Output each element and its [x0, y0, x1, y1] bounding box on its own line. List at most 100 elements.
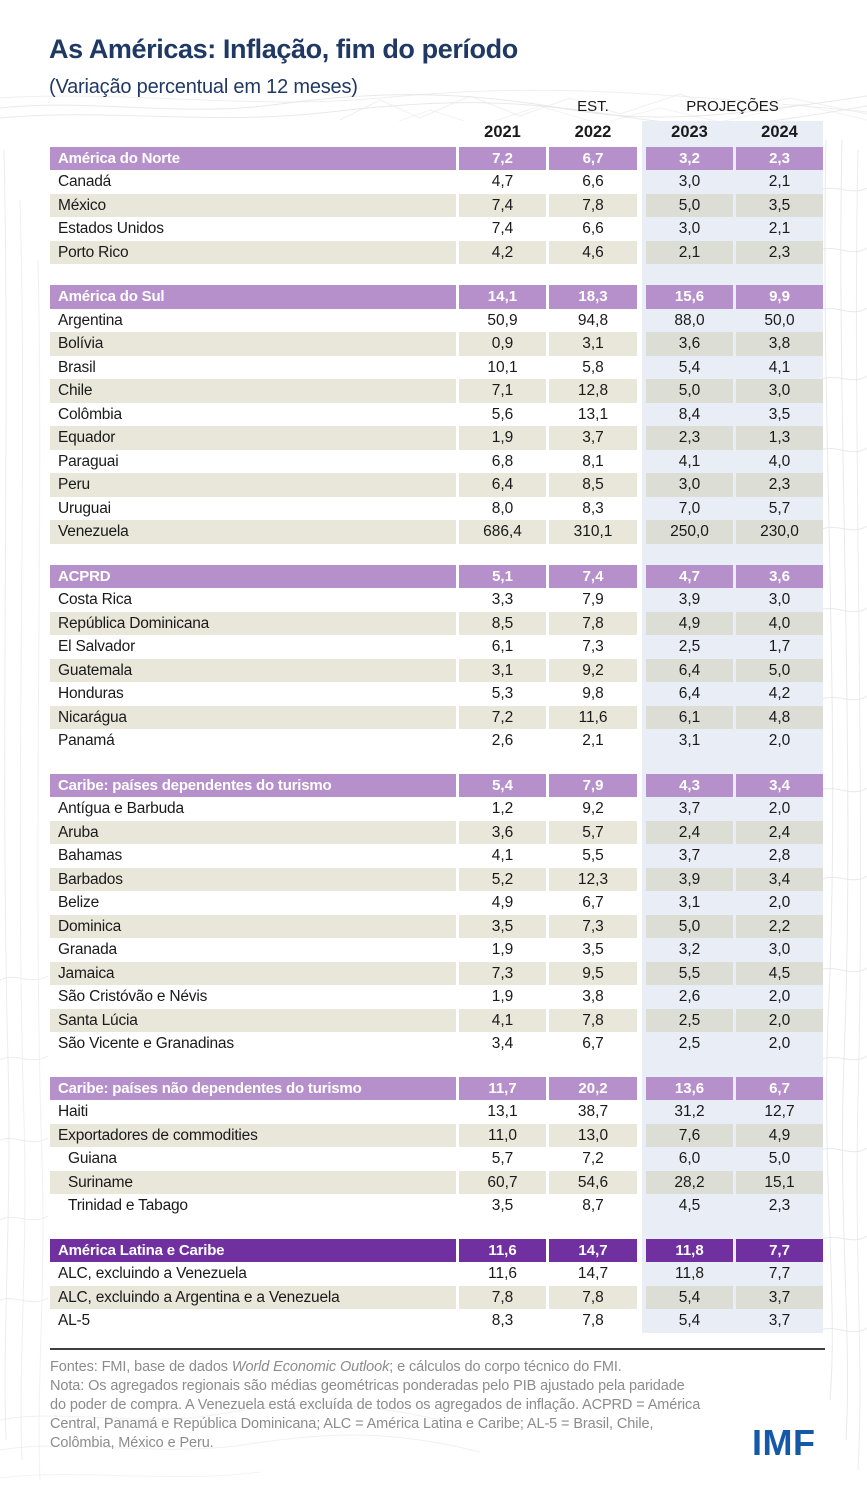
value-cell: 6,7: [549, 146, 637, 170]
value-cell: 3,5: [582, 941, 604, 958]
table-row: Estados Unidos 7,4 6,6 3,0 2,1: [50, 217, 823, 241]
value-cell: 2,5: [646, 1008, 733, 1032]
value-cell: 686,4: [459, 520, 546, 544]
table-section: Caribe: países dependentes do turismo 5,4…: [50, 773, 823, 1056]
value-cell: 3,0: [768, 591, 791, 608]
value-cell: 2,0: [736, 1008, 823, 1032]
value-cell: 7,2: [582, 1150, 604, 1167]
value-cell: 6,6: [582, 220, 604, 237]
row-label: São Cristóvão e Névis: [58, 988, 208, 1005]
value-cell: 6,1: [491, 638, 514, 655]
value-cell: 7,3: [582, 638, 604, 655]
value-cell: 5,4: [459, 773, 546, 797]
year-2022: 2022: [574, 123, 612, 141]
table-row: Costa Rica 3,3 7,9 3,9 3,0: [50, 588, 823, 612]
value-cell: 5,1: [459, 564, 546, 588]
value-cell: 7,0: [678, 499, 701, 517]
value-cell: 7,1: [459, 379, 546, 403]
value-cell: 4,8: [736, 705, 823, 729]
value-cell: 2,4: [646, 820, 733, 844]
sources-suffix: ; e cálculos do corpo técnico do FMI.: [389, 1359, 622, 1375]
row-label: Barbados: [50, 867, 456, 891]
value-cell: 5,5: [582, 847, 604, 864]
value-cell: 5,5: [646, 961, 733, 985]
value-cell: 4,2: [768, 685, 791, 702]
row-label: Bahamas: [58, 847, 123, 864]
value-cell: 3,7: [678, 800, 701, 817]
row-label: Haiti: [58, 1103, 89, 1120]
row-label: América Latina e Caribe: [50, 1238, 456, 1262]
row-label: Colômbia: [58, 405, 122, 423]
value-cell: 9,2: [549, 658, 637, 682]
value-cell: 2,0: [768, 732, 791, 749]
value-cell: 3,6: [646, 332, 733, 356]
value-cell: 14,1: [459, 285, 546, 309]
value-cell: 2,5: [678, 638, 701, 655]
value-cell: 2,3: [736, 146, 823, 170]
section-header-row: América do Norte 7,2 6,7 3,2 2,3: [50, 146, 823, 170]
row-label: México: [50, 193, 456, 217]
value-cell: 2,2: [736, 914, 823, 938]
value-cell: 3,2: [678, 941, 701, 958]
value-cell: 8,0: [491, 499, 514, 517]
value-cell: 7,8: [549, 1008, 637, 1032]
value-cell: 5,0: [736, 658, 823, 682]
row-label: El Salvador: [58, 638, 136, 655]
value-cell: 5,7: [768, 499, 791, 517]
row-label: Jamaica: [50, 961, 456, 985]
value-cell: 15,1: [736, 1170, 823, 1194]
table-row: República Dominicana 8,5 7,8 4,9 4,0: [50, 611, 823, 635]
table-row: Chile 7,1 12,8 5,0 3,0: [50, 379, 823, 403]
value-cell: 8,1: [582, 452, 604, 470]
value-cell: 4,7: [491, 173, 514, 190]
value-cell: 2,6: [678, 988, 701, 1005]
row-label: ALC, excluindo a Venezuela: [58, 1265, 247, 1282]
value-cell: 1,3: [736, 426, 823, 450]
row-label: Argentina: [58, 311, 123, 329]
value-cell: 5,4: [678, 1312, 701, 1329]
value-cell: 5,0: [768, 1150, 791, 1167]
value-cell: 4,3: [646, 773, 733, 797]
value-cell: 7,8: [582, 1312, 604, 1329]
row-label: Aruba: [50, 820, 456, 844]
table-section: ACPRD 5,1 7,4 4,7 3,6 Costa Rica 3,3 7,9 3,9 3,0 R…: [50, 564, 823, 753]
value-cell: 7,2: [459, 705, 546, 729]
value-cell: 2,6: [491, 732, 514, 749]
value-cell: 50,9: [487, 311, 518, 329]
value-cell: 3,7: [768, 1312, 791, 1329]
table-row: Guiana 5,7 7,2 6,0 5,0: [50, 1147, 823, 1171]
value-cell: 3,5: [459, 914, 546, 938]
row-label: São Vicente e Granadinas: [58, 1035, 234, 1052]
table-section: América Latina e Caribe 11,6 14,7 11,8 7,7 AL…: [50, 1238, 823, 1333]
table-section: Caribe: países não dependentes do turism…: [50, 1076, 823, 1218]
value-cell: 5,3: [491, 685, 514, 702]
value-cell: 10,1: [487, 358, 518, 376]
row-label: Suriname: [50, 1170, 456, 1194]
row-label: ALC, excluindo a Argentina e a Venezuela: [50, 1285, 456, 1309]
year-row-spacer: [50, 121, 456, 145]
page-subtitle: (Variação percentual em 12 meses): [49, 76, 358, 98]
value-cell: 3,8: [736, 332, 823, 356]
table-row: São Vicente e Granadinas 3,4 6,7 2,5 2,0: [50, 1032, 823, 1056]
table-row: Uruguai 8,0 8,3 7,0 5,7: [50, 497, 823, 521]
value-cell: 6,1: [646, 705, 733, 729]
value-cell: 7,3: [549, 914, 637, 938]
value-cell: 6,0: [678, 1150, 701, 1167]
estimate-group-label: EST.: [577, 98, 609, 115]
value-cell: 7,4: [459, 193, 546, 217]
table-row: Barbados 5,2 12,3 3,9 3,4: [50, 867, 823, 891]
row-label: ACPRD: [50, 564, 456, 588]
value-cell: 2,8: [768, 847, 791, 864]
value-cell: 3,4: [736, 773, 823, 797]
row-label: Guiana: [68, 1150, 117, 1167]
value-cell: 250,0: [646, 520, 733, 544]
value-cell: 13,0: [549, 1123, 637, 1147]
value-cell: 15,6: [646, 285, 733, 309]
value-cell: 7,8: [549, 611, 637, 635]
value-cell: 3,1: [459, 658, 546, 682]
row-label: Uruguai: [58, 499, 111, 517]
value-cell: 28,2: [646, 1170, 733, 1194]
row-label: Porto Rico: [50, 240, 456, 264]
projections-group-label: PROJEÇÕES: [686, 98, 779, 115]
value-cell: 2,0: [768, 894, 791, 911]
